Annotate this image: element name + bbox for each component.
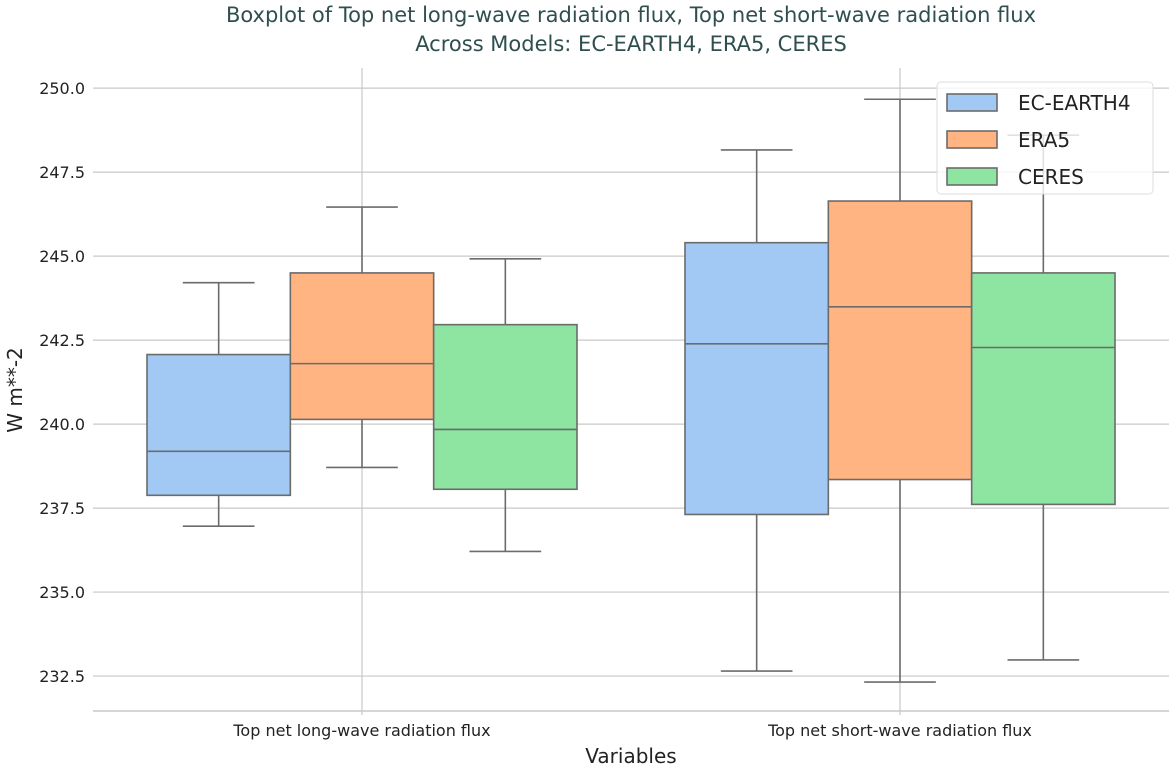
legend: EC-EARTH4 ERA5 CERES — [936, 81, 1154, 195]
y-tick-label: 240.0 — [39, 415, 85, 434]
legend-label: ERA5 — [1018, 128, 1070, 152]
y-tick-label: 247.5 — [39, 163, 85, 182]
legend-swatch — [946, 130, 998, 149]
box — [432, 323, 578, 491]
box — [827, 200, 973, 481]
x-tick-label: Top net long-wave radiation flux — [232, 721, 490, 740]
y-tick-label: 242.5 — [39, 331, 85, 350]
y-tick-label: 250.0 — [39, 79, 85, 98]
x-axis-label: Variables — [585, 744, 676, 766]
box-ceres-1 — [970, 134, 1116, 661]
y-tick-label: 232.5 — [39, 667, 85, 686]
box-ec-earth4-0 — [146, 281, 292, 528]
y-axis-label: W m**-2 — [3, 347, 27, 433]
chart-title-line-1: Boxplot of Top net long-wave radiation f… — [226, 3, 1036, 27]
box-era5-0 — [289, 206, 435, 469]
boxes — [146, 98, 1116, 683]
x-axis: Top net long-wave radiation flux Top net … — [232, 721, 1032, 740]
y-tick-label: 245.0 — [39, 247, 85, 266]
box — [684, 241, 830, 516]
chart-title-line-2: Across Models: EC-EARTH4, ERA5, CERES — [415, 32, 847, 56]
y-tick-label: 237.5 — [39, 499, 85, 518]
box-ceres-0 — [432, 258, 578, 553]
box — [289, 272, 435, 421]
box — [146, 353, 292, 497]
box-ec-earth4-1 — [684, 149, 830, 672]
box — [970, 272, 1116, 506]
y-axis: 232.5 235.0 237.5 240.0 242.5 245.0 247.5 250.0 — [39, 79, 85, 686]
legend-swatch — [946, 93, 998, 112]
x-tick-label: Top net short-wave radiation flux — [767, 721, 1032, 740]
legend-swatch — [946, 167, 998, 186]
box-era5-1 — [827, 98, 973, 683]
legend-label: EC-EARTH4 — [1018, 91, 1131, 115]
legend-label: CERES — [1018, 165, 1084, 189]
y-tick-label: 235.0 — [39, 583, 85, 602]
